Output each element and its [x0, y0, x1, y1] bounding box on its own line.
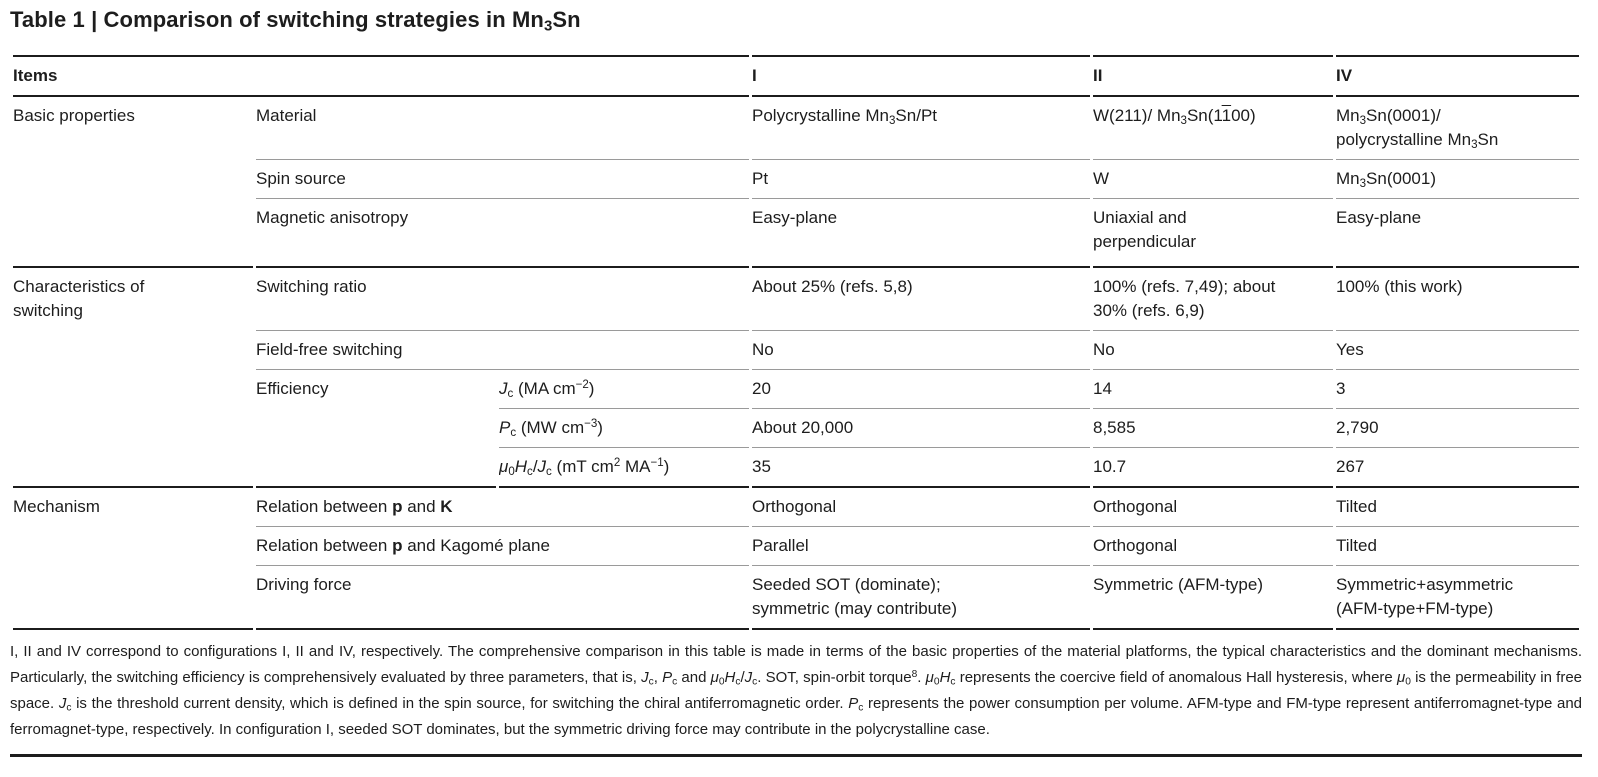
- value-cell: Mn3Sn(0001)/polycrystalline Mn3Sn: [1336, 97, 1579, 160]
- value-cell: 3: [1336, 370, 1579, 409]
- value-cell: Symmetric+asymmetric (AFM-type+FM-type): [1336, 566, 1579, 630]
- unit-cell-jc: Jc (MA cm−2): [499, 370, 749, 409]
- value-cell: W: [1093, 160, 1333, 199]
- value-cell: 2,790: [1336, 409, 1579, 448]
- column-header-items: Items: [13, 55, 749, 97]
- value-cell: Orthogonal: [1093, 488, 1333, 527]
- value-cell: Parallel: [752, 527, 1090, 566]
- table-row: Field-free switching No No Yes: [13, 331, 1579, 370]
- table-footnote: I, II and IV correspond to configuration…: [10, 639, 1582, 757]
- value-cell: 10.7: [1093, 448, 1333, 488]
- row-label-driving-force: Driving force: [256, 566, 749, 630]
- table-row: Pc (MW cm−3) About 20,000 8,585 2,790: [13, 409, 1579, 448]
- value-cell: Polycrystalline Mn3Sn/Pt: [752, 97, 1090, 160]
- value-cell: 14: [1093, 370, 1333, 409]
- value-cell: Easy-plane: [1336, 199, 1579, 268]
- value-cell: 267: [1336, 448, 1579, 488]
- column-header-I: I: [752, 55, 1090, 97]
- value-cell: Symmetric (AFM-type): [1093, 566, 1333, 630]
- value-cell: 8,585: [1093, 409, 1333, 448]
- row-label-spin-source: Spin source: [256, 160, 749, 199]
- table-row: Efficiency Jc (MA cm−2) 20 14 3: [13, 370, 1579, 488]
- value-cell: Orthogonal: [1093, 527, 1333, 566]
- value-cell: Uniaxial and perpendicular: [1093, 199, 1333, 268]
- value-cell: W(211)/ Mn3Sn(1100): [1093, 97, 1333, 160]
- row-label-switching-ratio: Switching ratio: [256, 268, 749, 331]
- value-cell: Tilted: [1336, 488, 1579, 527]
- value-cell: Yes: [1336, 331, 1579, 370]
- value-cell: 100% (refs. 7,49); about 30% (refs. 6,9): [1093, 268, 1333, 331]
- comparison-table: Items I II IV Basic properties Material …: [10, 55, 1582, 630]
- value-cell: 100% (this work): [1336, 268, 1579, 331]
- value-cell: 20: [752, 370, 1090, 409]
- table-row: μ0Hc/Jc (mT cm2 MA−1) 35 10.7 267: [13, 448, 1579, 488]
- value-cell: About 25% (refs. 5,8): [752, 268, 1090, 331]
- value-cell: About 20,000: [752, 409, 1090, 448]
- row-label-material: Material: [256, 97, 749, 160]
- table-row: Mechanism Relation between p and K Ortho…: [13, 488, 1579, 630]
- row-label-magnetic-anisotropy: Magnetic anisotropy: [256, 199, 749, 268]
- table-row: Basic properties Material Polycrystallin…: [13, 97, 1579, 268]
- unit-cell-hc-jc: μ0Hc/Jc (mT cm2 MA−1): [499, 448, 749, 488]
- row-label-efficiency: Efficiency: [256, 370, 496, 488]
- table-row: Magnetic anisotropy Easy-plane Uniaxial …: [13, 199, 1579, 268]
- table-row: Relation between p and Kagomé plane Para…: [13, 527, 1579, 566]
- value-cell: Mn3Sn(0001): [1336, 160, 1579, 199]
- value-cell: No: [752, 331, 1090, 370]
- value-cell: Pt: [752, 160, 1090, 199]
- value-cell: Tilted: [1336, 527, 1579, 566]
- table-row: Driving force Seeded SOT (dominate); symm…: [13, 566, 1579, 630]
- value-cell: 35: [752, 448, 1090, 488]
- column-header-IV: IV: [1336, 55, 1579, 97]
- table-row: Characteristics of switching Switching ra…: [13, 268, 1579, 488]
- row-label-relation-p-k: Relation between p and K: [256, 488, 749, 527]
- group-cell-characteristics: Characteristics of switching: [13, 268, 253, 488]
- table-header-row: Items I II IV: [13, 55, 1579, 97]
- value-cell: Seeded SOT (dominate); symmetric (may con…: [752, 566, 1090, 630]
- unit-cell-pc: Pc (MW cm−3): [499, 409, 749, 448]
- row-label-field-free-switching: Field-free switching: [256, 331, 749, 370]
- value-cell: Easy-plane: [752, 199, 1090, 268]
- row-label-relation-p-kagome: Relation between p and Kagomé plane: [256, 527, 749, 566]
- group-cell-basic-properties: Basic properties: [13, 97, 253, 268]
- table-title: Table 1 | Comparison of switching strate…: [10, 7, 581, 35]
- group-cell-mechanism: Mechanism: [13, 488, 253, 630]
- table-row: Spin source Pt W Mn3Sn(0001): [13, 160, 1579, 199]
- value-cell: No: [1093, 331, 1333, 370]
- value-cell: Orthogonal: [752, 488, 1090, 527]
- column-header-II: II: [1093, 55, 1333, 97]
